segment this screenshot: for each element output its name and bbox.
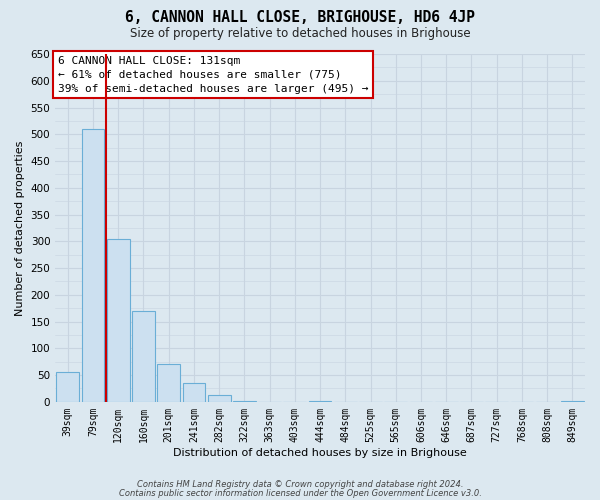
Text: Contains public sector information licensed under the Open Government Licence v3: Contains public sector information licen… (119, 490, 481, 498)
Bar (132, 311, 155, 402)
Bar (82, 129, 104, 402)
Bar (157, 364, 180, 402)
Text: 6 CANNON HALL CLOSE: 131sqm
← 61% of detached houses are smaller (775)
39% of se: 6 CANNON HALL CLOSE: 131sqm ← 61% of det… (58, 56, 368, 94)
Bar (56, 372, 79, 402)
X-axis label: Distribution of detached houses by size in Brighouse: Distribution of detached houses by size … (173, 448, 467, 458)
Text: 6, CANNON HALL CLOSE, BRIGHOUSE, HD6 4JP: 6, CANNON HALL CLOSE, BRIGHOUSE, HD6 4JP (125, 10, 475, 25)
Text: Size of property relative to detached houses in Brighouse: Size of property relative to detached ho… (130, 28, 470, 40)
Text: Contains HM Land Registry data © Crown copyright and database right 2024.: Contains HM Land Registry data © Crown c… (137, 480, 463, 489)
Y-axis label: Number of detached properties: Number of detached properties (15, 140, 25, 316)
Bar (208, 396, 230, 402)
Bar (182, 383, 205, 402)
Bar (107, 238, 130, 402)
